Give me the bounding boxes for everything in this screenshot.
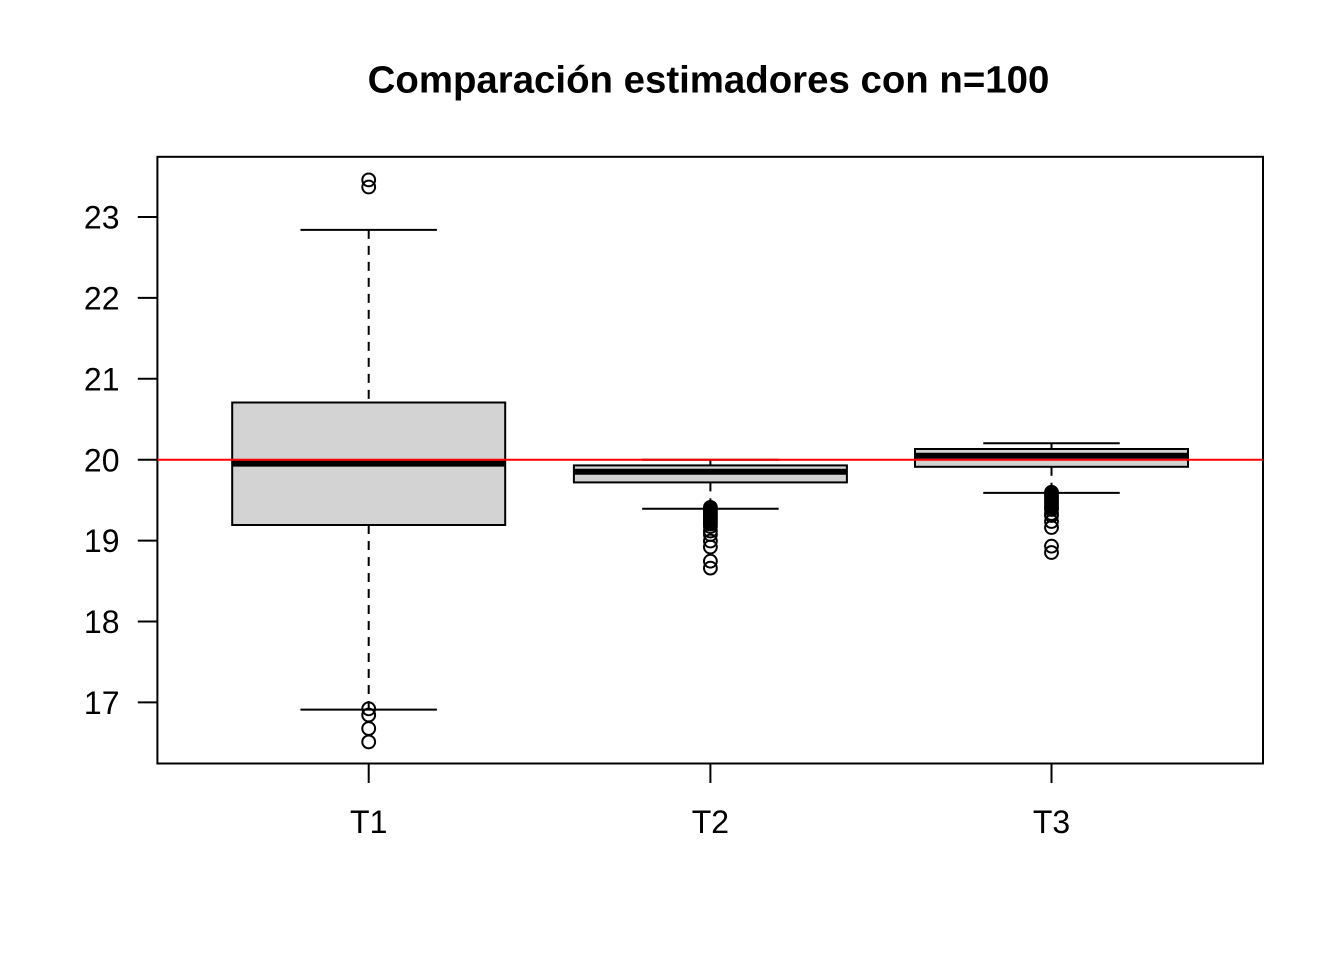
svg-text:20: 20 <box>84 442 120 478</box>
svg-text:17: 17 <box>84 685 120 721</box>
svg-text:23: 23 <box>84 200 120 236</box>
svg-text:T3: T3 <box>1033 804 1070 840</box>
svg-text:21: 21 <box>84 361 120 397</box>
svg-text:18: 18 <box>84 604 120 640</box>
svg-text:Comparación estimadores con n=: Comparación estimadores con n=100 <box>368 58 1050 101</box>
svg-text:T2: T2 <box>692 804 729 840</box>
svg-text:T1: T1 <box>350 804 387 840</box>
svg-text:22: 22 <box>84 281 120 317</box>
svg-text:19: 19 <box>84 523 120 559</box>
